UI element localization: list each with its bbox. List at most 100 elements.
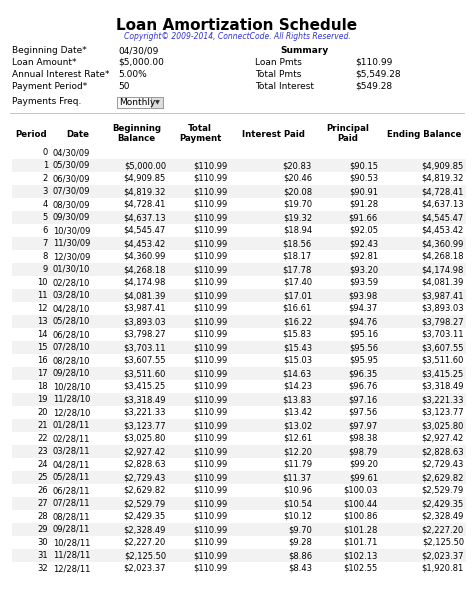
Text: $4,360.99: $4,360.99 [422,239,464,248]
Text: 6: 6 [43,226,48,235]
Text: $4,728.41: $4,728.41 [422,187,464,196]
Text: $3,607.55: $3,607.55 [124,356,166,365]
Bar [12,393,466,406]
Text: $16.61: $16.61 [283,304,312,313]
Text: $14.63: $14.63 [283,369,312,378]
Text: $4,174.98: $4,174.98 [422,265,464,274]
Text: $2,629.82: $2,629.82 [422,473,464,482]
Text: 32: 32 [37,564,48,573]
Text: $100.03: $100.03 [344,486,378,495]
Text: 20: 20 [37,408,48,417]
Text: $10.54: $10.54 [283,499,312,508]
Text: 50: 50 [118,82,129,91]
Text: $110.99: $110.99 [194,304,228,313]
Text: $2,927.42: $2,927.42 [124,447,166,456]
Text: $93.59: $93.59 [349,278,378,287]
Text: $4,909.85: $4,909.85 [124,174,166,183]
Text: $10.96: $10.96 [283,486,312,495]
Text: $110.99: $110.99 [194,213,228,222]
Text: Payment Period*: Payment Period* [12,82,87,91]
Text: 01/30/10: 01/30/10 [53,265,91,274]
Text: Total: Total [188,124,212,133]
Bar [12,224,466,237]
Text: 14: 14 [37,330,48,339]
Text: $4,637.13: $4,637.13 [421,200,464,209]
Text: $110.99: $110.99 [194,447,228,456]
Text: Loan Pmts: Loan Pmts [255,58,302,67]
Text: Payments Freq.: Payments Freq. [12,97,82,106]
Text: $94.76: $94.76 [349,317,378,326]
Bar [12,471,466,484]
Text: $110.99: $110.99 [194,330,228,339]
Text: 09/28/11: 09/28/11 [53,525,91,534]
Text: 5.00%: 5.00% [118,70,147,79]
Text: 08/28/11: 08/28/11 [53,512,91,521]
Bar [12,263,466,276]
Bar [12,406,466,419]
Text: Beginning Date*: Beginning Date* [12,46,87,55]
Text: $2,729.43: $2,729.43 [422,460,464,469]
Text: $110.99: $110.99 [194,460,228,469]
Text: $13.83: $13.83 [283,395,312,404]
Text: $18.94: $18.94 [283,226,312,235]
Text: $100.86: $100.86 [344,512,378,521]
Text: $2,828.63: $2,828.63 [123,460,166,469]
Text: $110.99: $110.99 [194,369,228,378]
Bar [12,510,466,523]
Text: $3,123.77: $3,123.77 [421,408,464,417]
Text: 0: 0 [43,148,48,157]
Text: $97.56: $97.56 [349,408,378,417]
Text: $110.99: $110.99 [194,499,228,508]
Text: $3,025.80: $3,025.80 [124,434,166,443]
Text: 27: 27 [37,499,48,508]
Text: $4,174.98: $4,174.98 [124,278,166,287]
Text: $110.99: $110.99 [194,278,228,287]
Text: $2,828.63: $2,828.63 [421,447,464,456]
Text: $10.12: $10.12 [283,512,312,521]
Bar [12,497,466,510]
Text: $3,221.33: $3,221.33 [421,395,464,404]
Text: 3: 3 [43,187,48,196]
Text: $90.15: $90.15 [349,161,378,170]
Text: $15.43: $15.43 [283,343,312,352]
Text: $96.35: $96.35 [349,369,378,378]
Text: 09/30/09: 09/30/09 [53,213,91,222]
Text: $110.99: $110.99 [194,486,228,495]
Text: $94.37: $94.37 [349,304,378,313]
Text: $98.79: $98.79 [349,447,378,456]
Text: $110.99: $110.99 [194,382,228,391]
Text: $99.20: $99.20 [349,460,378,469]
Text: 19: 19 [37,395,48,404]
Text: 05/28/10: 05/28/10 [53,317,91,326]
Text: $2,429.35: $2,429.35 [124,512,166,521]
Text: $95.16: $95.16 [349,330,378,339]
Text: $18.56: $18.56 [283,239,312,248]
Text: 07/28/11: 07/28/11 [53,499,91,508]
Text: $110.99: $110.99 [194,564,228,573]
Text: 09/28/10: 09/28/10 [53,369,91,378]
Text: $3,415.25: $3,415.25 [422,369,464,378]
Text: $110.99: $110.99 [194,395,228,404]
Text: 30: 30 [37,538,48,547]
Text: $3,893.03: $3,893.03 [123,317,166,326]
Text: $102.13: $102.13 [344,551,378,560]
Text: $4,081.39: $4,081.39 [422,278,464,287]
Text: 04/28/11: 04/28/11 [53,460,91,469]
Text: 18: 18 [37,382,48,391]
Text: $4,545.47: $4,545.47 [422,213,464,222]
Text: $19.32: $19.32 [283,213,312,222]
Text: $110.99: $110.99 [194,291,228,300]
Bar [12,549,466,562]
Text: $2,227.20: $2,227.20 [124,538,166,547]
Text: $4,453.42: $4,453.42 [124,239,166,248]
Bar [12,211,466,224]
Text: 05/30/09: 05/30/09 [53,161,91,170]
Text: $16.22: $16.22 [283,317,312,326]
Text: $110.99: $110.99 [194,187,228,196]
Text: $18.17: $18.17 [283,252,312,261]
Text: $17.40: $17.40 [283,278,312,287]
Text: $110.99: $110.99 [194,252,228,261]
Bar [12,198,466,211]
Text: $95.56: $95.56 [349,343,378,352]
Text: $3,511.60: $3,511.60 [124,369,166,378]
